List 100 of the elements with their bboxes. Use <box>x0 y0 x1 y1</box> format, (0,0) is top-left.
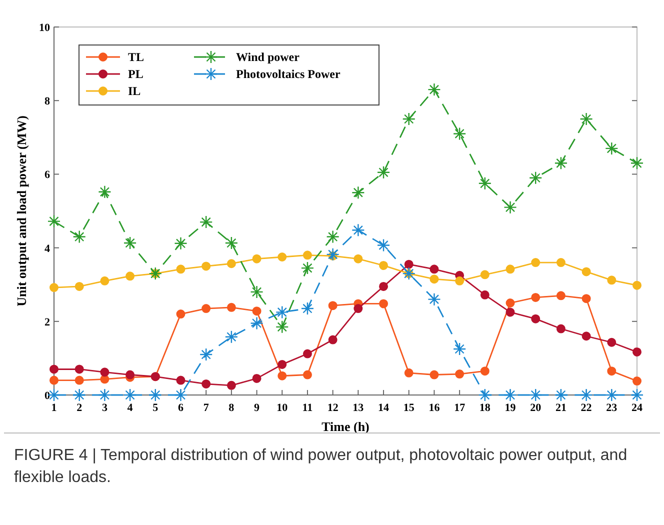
point <box>176 310 186 319</box>
point <box>428 292 441 306</box>
point <box>630 388 644 402</box>
legend-label: Photovoltaics Power <box>236 67 341 81</box>
point <box>352 224 365 237</box>
point <box>326 230 340 244</box>
y-tick-label: 2 <box>44 316 50 328</box>
point <box>531 292 540 302</box>
point <box>582 267 591 276</box>
point <box>199 348 213 362</box>
point <box>354 254 363 264</box>
point <box>478 176 492 190</box>
point <box>556 324 566 334</box>
x-tick-label: 13 <box>352 402 364 414</box>
point <box>50 364 58 374</box>
x-tick-label: 7 <box>203 402 210 414</box>
point <box>74 282 84 291</box>
legend-label: PL <box>128 67 144 81</box>
point <box>607 338 616 347</box>
point <box>506 298 515 308</box>
point <box>582 294 591 304</box>
point <box>529 388 542 402</box>
x-tick-label: 19 <box>504 402 516 414</box>
point <box>302 370 312 380</box>
x-tick-label: 20 <box>530 402 542 414</box>
x-tick-label: 10 <box>276 402 288 414</box>
point <box>480 366 490 376</box>
point <box>354 304 363 314</box>
x-tick-label: 8 <box>228 402 235 414</box>
point <box>632 376 642 386</box>
x-tick-label: 9 <box>254 402 260 414</box>
point <box>480 270 490 280</box>
point <box>50 376 58 385</box>
y-axis-title: Unit output and load power (MW) <box>14 116 29 306</box>
x-tick-label: 1 <box>51 402 57 414</box>
point <box>224 330 238 344</box>
y-tick-label: 10 <box>39 22 50 34</box>
point <box>428 82 441 96</box>
x-tick-label: 11 <box>302 402 313 414</box>
point <box>302 250 312 260</box>
x-tick-label: 3 <box>102 402 108 414</box>
point <box>452 127 466 140</box>
point <box>402 112 416 126</box>
point <box>404 260 414 269</box>
point <box>202 379 211 388</box>
point <box>278 252 287 262</box>
point <box>480 290 490 300</box>
point <box>302 349 312 358</box>
point <box>202 262 211 271</box>
point <box>123 236 137 250</box>
point <box>607 276 616 285</box>
point <box>529 171 542 184</box>
point <box>47 214 61 228</box>
x-tick-label: 18 <box>479 402 491 414</box>
x-tick-label: 21 <box>555 402 566 414</box>
point <box>100 368 110 377</box>
point <box>430 370 439 380</box>
point <box>50 283 58 292</box>
point <box>176 376 186 385</box>
point <box>176 264 186 274</box>
point <box>250 316 264 330</box>
point <box>126 370 135 380</box>
point <box>430 274 439 284</box>
point <box>300 302 314 316</box>
point <box>72 388 86 402</box>
point <box>379 260 388 270</box>
point <box>100 276 110 286</box>
x-tick-label: 14 <box>378 402 390 414</box>
point <box>326 248 340 262</box>
point <box>582 332 591 341</box>
point <box>174 236 188 250</box>
text: FIGURE 4 | Temporal distribution of wind power output, photovoltaic power output, and flexible loads. <box>14 446 628 488</box>
point <box>478 388 492 402</box>
point <box>278 360 287 369</box>
x-tick-label: 15 <box>403 402 415 414</box>
point <box>252 306 262 316</box>
point <box>379 282 388 291</box>
point <box>98 388 112 402</box>
point <box>556 258 566 268</box>
y-tick-label: 8 <box>44 96 50 108</box>
point <box>226 302 236 312</box>
point <box>404 368 414 378</box>
point <box>455 370 464 379</box>
point <box>531 258 540 268</box>
point <box>226 259 236 268</box>
point <box>452 342 466 356</box>
point <box>250 285 264 299</box>
point <box>123 388 137 402</box>
point <box>376 166 390 179</box>
point <box>605 142 618 156</box>
point <box>276 306 289 319</box>
point <box>580 388 593 402</box>
point <box>300 261 314 275</box>
x-tick-label: 6 <box>178 402 184 414</box>
x-tick-label: 24 <box>632 402 643 414</box>
x-tick-label: 17 <box>454 402 466 414</box>
x-tick-label: 12 <box>327 402 339 414</box>
point <box>328 335 338 344</box>
point <box>72 230 86 244</box>
point <box>554 156 568 170</box>
